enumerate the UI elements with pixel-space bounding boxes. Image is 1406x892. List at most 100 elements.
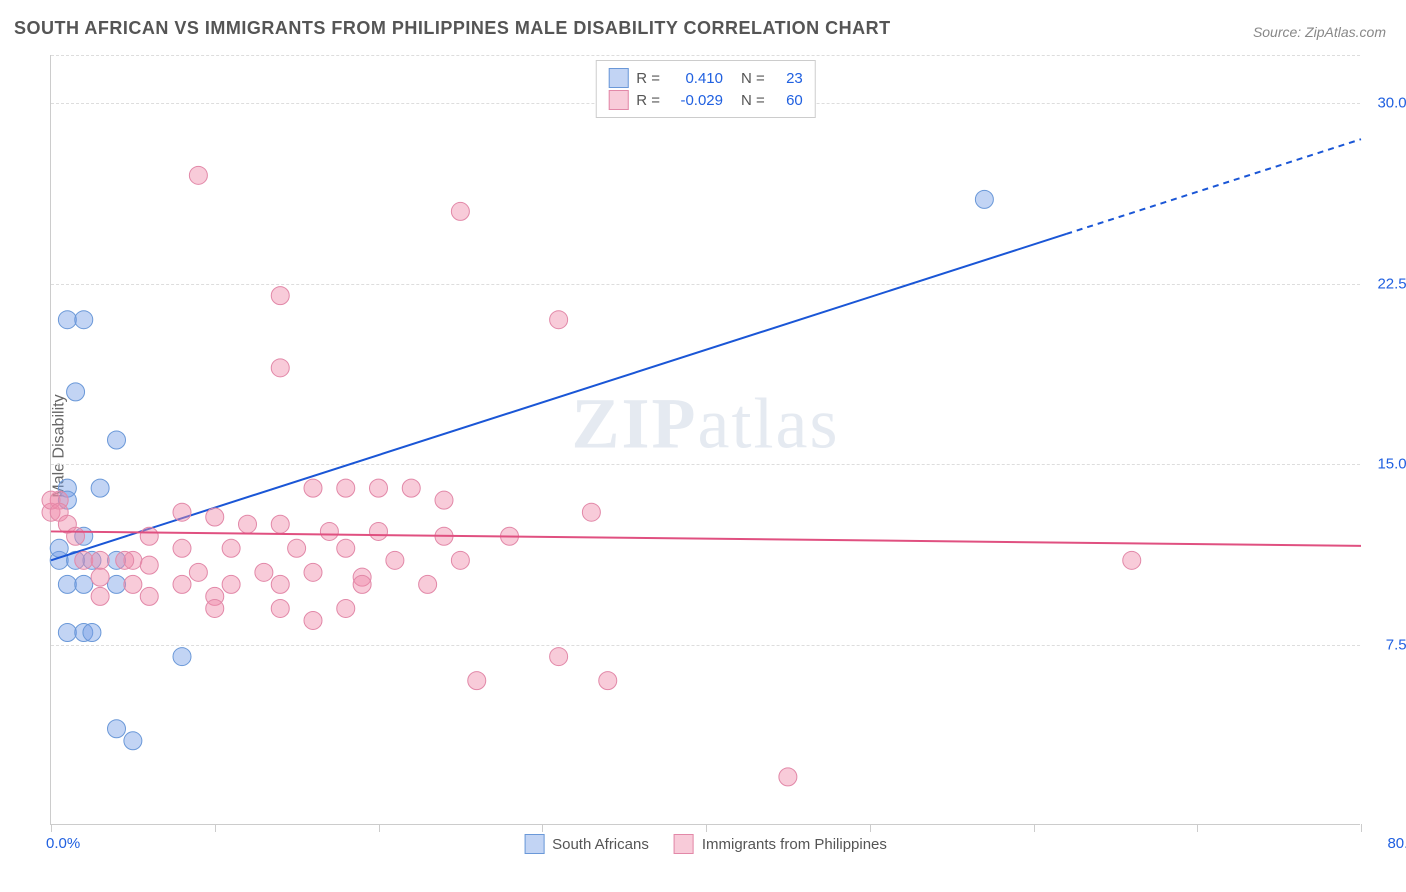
scatter-point — [58, 575, 76, 593]
legend-item: Immigrants from Philippines — [674, 834, 887, 854]
scatter-point — [451, 551, 469, 569]
scatter-point — [337, 479, 355, 497]
legend-row: R = -0.029 N = 60 — [608, 89, 803, 111]
r-label: R = — [636, 92, 660, 109]
scatter-point — [124, 732, 142, 750]
plot-area: 7.5%15.0%22.5%30.0% ZIPatlas R =0.410N =… — [50, 55, 1360, 825]
scatter-point — [67, 383, 85, 401]
scatter-point — [353, 575, 371, 593]
y-tick-label: 7.5% — [1365, 636, 1406, 653]
scatter-point — [271, 515, 289, 533]
scatter-point — [67, 527, 85, 545]
scatter-point — [419, 575, 437, 593]
scatter-point — [108, 431, 126, 449]
scatter-point — [550, 648, 568, 666]
legend-item: South Africans — [524, 834, 649, 854]
scatter-point — [304, 563, 322, 581]
scatter-point — [140, 527, 158, 545]
scatter-point — [402, 479, 420, 497]
scatter-point — [91, 568, 109, 586]
r-value: -0.029 — [668, 92, 723, 109]
correlation-legend: R = 0.410 N = 23 R = -0.029 N = 60 — [595, 60, 816, 118]
x-tick — [1034, 824, 1035, 832]
x-tick — [1361, 824, 1362, 832]
source-label: Source: ZipAtlas.com — [1253, 24, 1386, 40]
chart-title: SOUTH AFRICAN VS IMMIGRANTS FROM PHILIPP… — [14, 18, 891, 39]
y-tick-label: 15.0% — [1365, 456, 1406, 473]
scatter-point — [222, 539, 240, 557]
scatter-point — [108, 575, 126, 593]
legend-swatch — [608, 90, 628, 110]
scatter-point — [337, 599, 355, 617]
scatter-point — [91, 551, 109, 569]
scatter-point — [386, 551, 404, 569]
x-tick — [1197, 824, 1198, 832]
scatter-point — [173, 575, 191, 593]
scatter-point — [337, 539, 355, 557]
scatter-point — [779, 768, 797, 786]
legend-label: Immigrants from Philippines — [702, 836, 887, 853]
scatter-point — [189, 563, 207, 581]
scatter-point — [222, 575, 240, 593]
scatter-point — [271, 359, 289, 377]
n-value: 60 — [773, 92, 803, 109]
scatter-point — [239, 515, 257, 533]
series-legend: South Africans Immigrants from Philippine… — [524, 834, 887, 854]
regression-line-extrapolated — [1066, 139, 1361, 234]
legend-row: R = 0.410 N = 23 — [608, 67, 803, 89]
scatter-point — [435, 491, 453, 509]
scatter-point — [288, 539, 306, 557]
scatter-point — [91, 587, 109, 605]
scatter-point — [140, 556, 158, 574]
scatter-point — [75, 311, 93, 329]
scatter-point — [451, 202, 469, 220]
x-tick — [51, 824, 52, 832]
scatter-point — [370, 479, 388, 497]
scatter-point — [599, 672, 617, 690]
x-tick — [215, 824, 216, 832]
scatter-point — [75, 575, 93, 593]
scatter-point — [206, 599, 224, 617]
legend-swatch — [524, 834, 544, 854]
scatter-point — [550, 311, 568, 329]
scatter-point — [468, 672, 486, 690]
scatter-point — [975, 190, 993, 208]
n-value: 23 — [773, 70, 803, 87]
scatter-point — [116, 551, 134, 569]
scatter-point — [173, 539, 191, 557]
legend-label: South Africans — [552, 836, 649, 853]
regression-line — [51, 531, 1361, 545]
x-axis-max-label: 80.0% — [1387, 835, 1406, 852]
r-label: R = — [636, 70, 660, 87]
n-label: N = — [741, 70, 765, 87]
x-tick — [870, 824, 871, 832]
legend-swatch — [608, 68, 628, 88]
scatter-point — [75, 551, 93, 569]
x-tick — [379, 824, 380, 832]
y-tick-label: 22.5% — [1365, 275, 1406, 292]
scatter-point — [50, 539, 68, 557]
scatter-point — [58, 311, 76, 329]
scatter-point — [370, 522, 388, 540]
scatter-point — [271, 575, 289, 593]
y-tick-label: 30.0% — [1365, 95, 1406, 112]
scatter-point — [124, 575, 142, 593]
scatter-point — [58, 624, 76, 642]
scatter-point — [140, 587, 158, 605]
scatter-point — [582, 503, 600, 521]
x-axis-min-label: 0.0% — [46, 835, 80, 852]
scatter-point — [304, 611, 322, 629]
scatter-point — [173, 503, 191, 521]
r-value: 0.410 — [668, 70, 723, 87]
scatter-point — [320, 522, 338, 540]
scatter-svg — [51, 55, 1360, 824]
scatter-point — [206, 508, 224, 526]
scatter-point — [1123, 551, 1141, 569]
n-label: N = — [741, 92, 765, 109]
scatter-point — [271, 287, 289, 305]
scatter-point — [271, 599, 289, 617]
scatter-point — [108, 720, 126, 738]
scatter-point — [255, 563, 273, 581]
x-tick — [706, 824, 707, 832]
scatter-point — [173, 648, 191, 666]
